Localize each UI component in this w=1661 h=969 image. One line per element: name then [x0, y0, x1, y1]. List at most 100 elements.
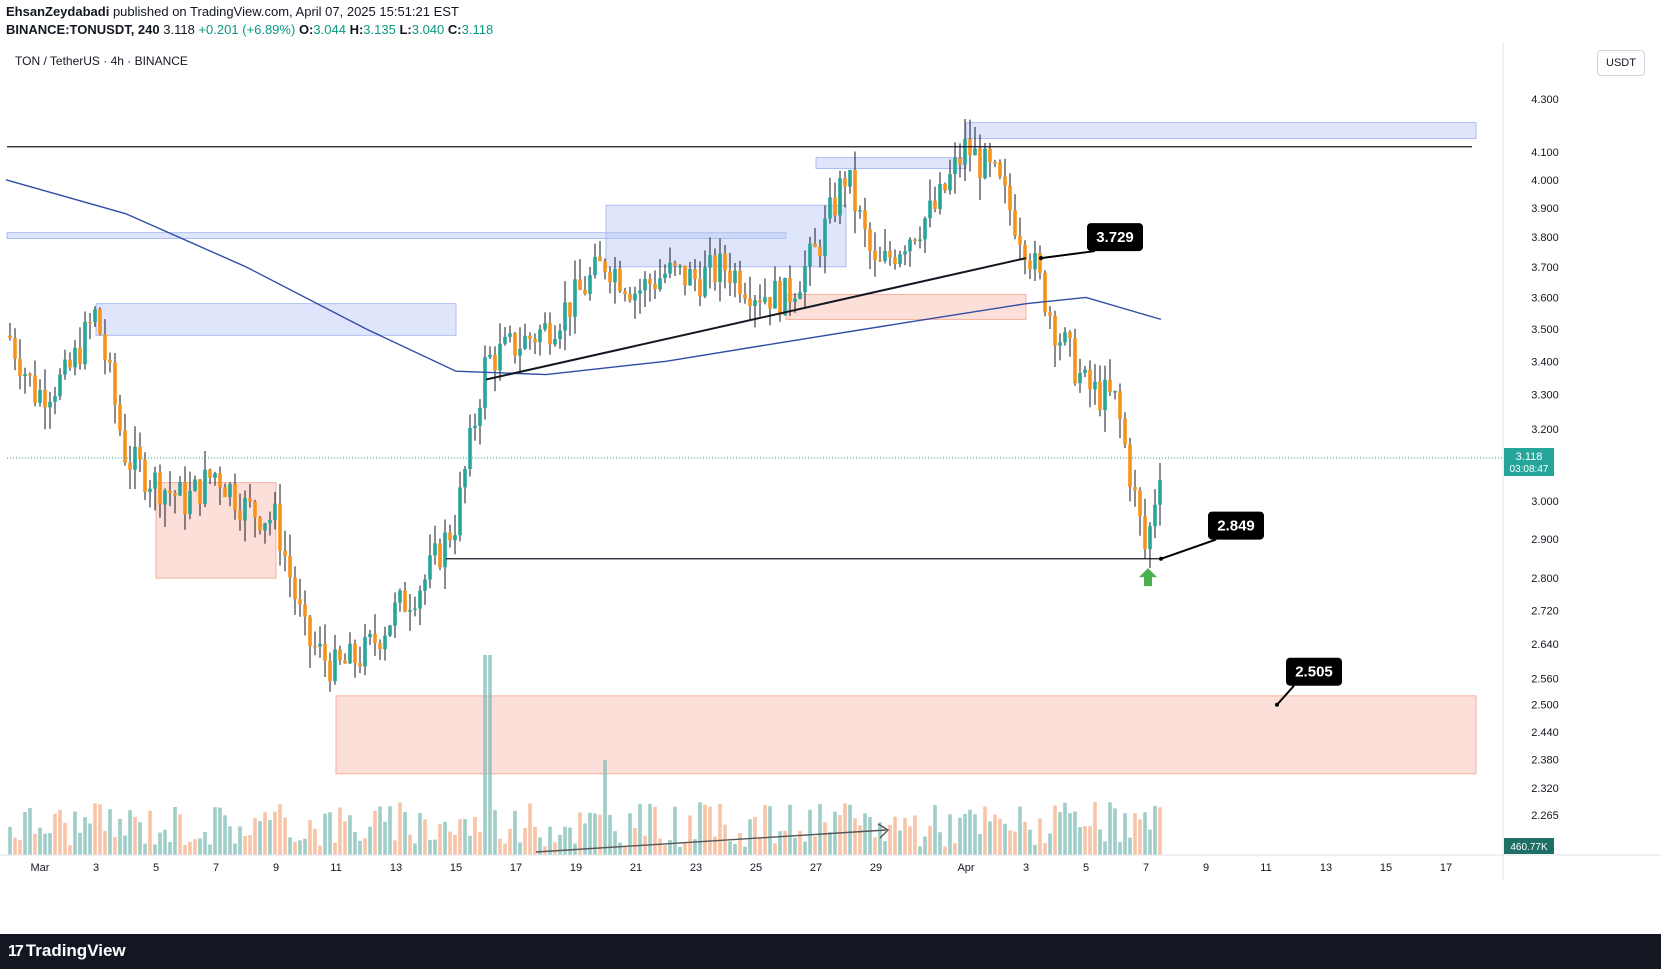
author-name[interactable]: EhsanZeydabadi: [6, 4, 110, 19]
x-tick-label: 17: [510, 862, 522, 874]
candle-body: [188, 490, 192, 515]
volume-bar: [728, 841, 732, 855]
chart-symbol-title: TON / TetherUS · 4h · BINANCE: [15, 54, 188, 68]
x-tick-label: 11: [1260, 862, 1271, 874]
candle-body: [1078, 373, 1082, 384]
volume-bar: [978, 834, 982, 855]
candle-body: [623, 291, 627, 295]
volume-bar: [798, 830, 802, 855]
volume-bar: [693, 839, 697, 855]
candle-body: [833, 197, 837, 216]
candle-body: [983, 148, 987, 179]
x-tick-label: Mar: [31, 862, 50, 874]
candle-body: [218, 473, 222, 488]
volume-bar: [303, 838, 307, 855]
y-tick-label: 2.720: [1531, 606, 1559, 618]
volume-bar: [768, 806, 772, 855]
candle-body: [113, 362, 117, 405]
volume-bar: [638, 804, 642, 855]
volume-bar: [1153, 805, 1157, 855]
candle-body: [688, 269, 692, 286]
candle-body: [208, 469, 212, 478]
volume-bar: [43, 833, 47, 855]
candle-body: [1058, 342, 1062, 346]
volume-bar: [263, 811, 267, 855]
candle-body: [493, 354, 497, 371]
candle-body: [973, 148, 977, 156]
x-tick-label: 13: [390, 862, 402, 874]
volume-bar: [448, 831, 452, 855]
candle-body: [593, 256, 597, 276]
volume-bar: [143, 843, 147, 855]
volume-bar: [1093, 802, 1097, 855]
candle-body: [888, 250, 892, 258]
y-tick-label: 3.200: [1531, 424, 1559, 436]
volume-bar: [763, 805, 767, 855]
callout-label: 3.729: [1096, 229, 1134, 246]
volume-bar: [888, 824, 892, 855]
supply-zone: [6, 232, 787, 239]
x-tick-label: 21: [630, 862, 642, 874]
candle-body: [148, 488, 152, 493]
candle-body: [843, 178, 847, 187]
volume-bar: [793, 837, 797, 855]
candle-body: [553, 339, 557, 345]
candle-body: [1013, 210, 1017, 236]
tradingview-brand[interactable]: 17 TradingView: [8, 941, 126, 961]
candle-body: [803, 266, 807, 293]
y-tick-label: 3.600: [1531, 292, 1559, 304]
candle-body: [638, 290, 642, 294]
currency-unit-button[interactable]: USDT: [1597, 50, 1645, 76]
volume-bar: [428, 839, 432, 855]
supply-zone: [815, 157, 967, 170]
last-price: 3.118: [163, 22, 195, 37]
candle-body: [858, 210, 862, 212]
x-tick-label: 29: [870, 862, 882, 874]
volume-bar: [203, 831, 207, 855]
volume-bar: [453, 834, 457, 855]
candle-body: [198, 479, 202, 504]
y-tick-label: 2.440: [1531, 727, 1559, 739]
candle-body: [878, 259, 882, 262]
candle-body: [578, 279, 582, 290]
volume-bar: [898, 830, 902, 855]
moving-average-line: [5, 179, 1162, 376]
volume-bar: [868, 816, 872, 855]
y-tick-label: 3.400: [1531, 356, 1559, 368]
y-tick-label: 3.300: [1531, 390, 1559, 402]
callout-box: [1087, 223, 1143, 252]
volume-bar: [1068, 813, 1072, 855]
candle-body: [193, 479, 197, 491]
low-value: 3.040: [411, 22, 445, 37]
volume-bar: [878, 822, 882, 855]
candle-body: [558, 330, 562, 340]
up-arrow-icon: [1139, 568, 1157, 587]
current-price-tag: [1504, 448, 1554, 477]
volume-bar: [188, 841, 192, 855]
bar-countdown: 03:08:47: [1510, 464, 1549, 475]
candle-body: [68, 359, 72, 368]
y-tick-label: 3.700: [1531, 262, 1559, 274]
volume-bar: [73, 811, 77, 855]
callout-label: 2.849: [1217, 518, 1255, 535]
volume-bar: [353, 831, 357, 855]
brand-name: TradingView: [25, 941, 126, 960]
candle-body: [13, 338, 17, 359]
volume-bar: [213, 807, 217, 855]
candle-body: [513, 333, 517, 356]
candle-body: [728, 270, 732, 284]
volume-bar: [393, 840, 397, 855]
candle-body: [1053, 315, 1057, 346]
volume-bar: [293, 841, 297, 855]
candle-body: [608, 272, 612, 283]
volume-bar: [548, 826, 552, 855]
volume-bar: [973, 814, 977, 855]
candle-body: [943, 183, 947, 191]
callout-dot: [1159, 556, 1163, 561]
volume-bar: [1038, 818, 1042, 855]
candle-body: [763, 297, 767, 303]
volume-bar: [528, 803, 532, 855]
candle-body: [978, 148, 982, 179]
candle-body: [1148, 526, 1152, 550]
